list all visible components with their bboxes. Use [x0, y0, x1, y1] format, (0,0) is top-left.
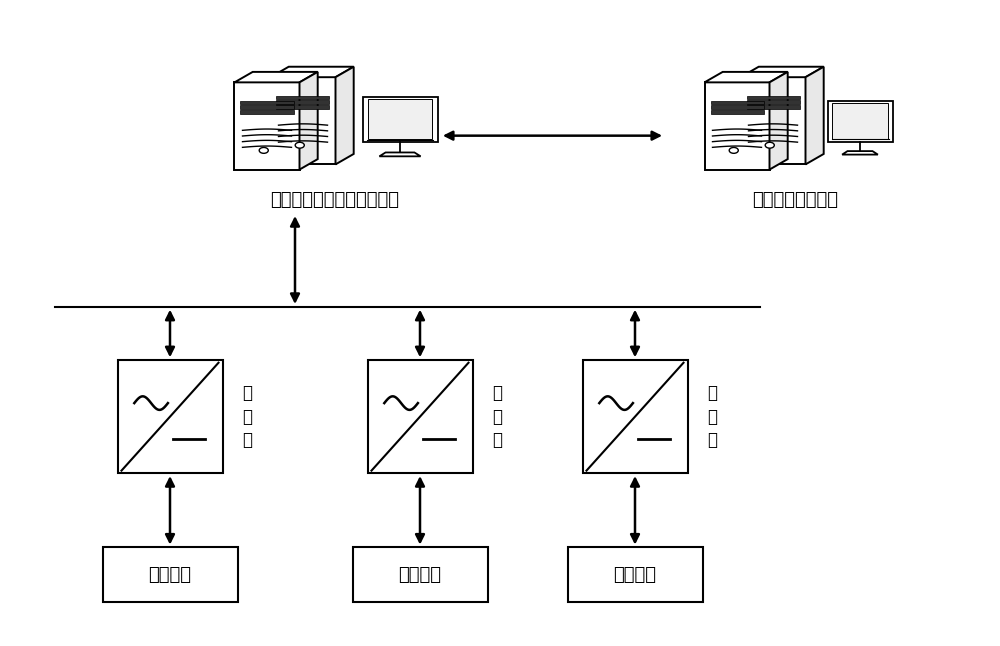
- Polygon shape: [234, 72, 318, 82]
- Bar: [103, 548, 238, 602]
- Bar: [276, 96, 329, 99]
- Text: 电动汽车: 电动汽车: [148, 566, 192, 584]
- Polygon shape: [842, 151, 878, 154]
- Polygon shape: [336, 67, 354, 165]
- Polygon shape: [270, 78, 336, 165]
- Polygon shape: [740, 67, 824, 78]
- Circle shape: [295, 142, 304, 148]
- Polygon shape: [740, 78, 806, 165]
- Circle shape: [259, 147, 268, 153]
- Bar: [710, 110, 764, 114]
- Bar: [368, 360, 473, 473]
- Bar: [240, 105, 294, 109]
- Polygon shape: [704, 72, 788, 82]
- Bar: [118, 360, 223, 473]
- Bar: [368, 99, 432, 140]
- Bar: [240, 110, 294, 114]
- Polygon shape: [300, 72, 318, 170]
- Bar: [240, 101, 294, 104]
- Bar: [828, 101, 893, 142]
- Text: 充
电
桩: 充 电 桩: [492, 384, 503, 449]
- Bar: [352, 548, 488, 602]
- Bar: [276, 105, 329, 109]
- Circle shape: [765, 142, 774, 148]
- Bar: [582, 360, 688, 473]
- Text: 区域电网调度系统: 区域电网调度系统: [752, 191, 838, 209]
- Bar: [746, 100, 800, 104]
- Circle shape: [729, 147, 738, 153]
- Text: 电动汽车: 电动汽车: [614, 566, 656, 584]
- Polygon shape: [270, 67, 354, 78]
- Bar: [746, 96, 800, 99]
- Polygon shape: [234, 82, 300, 170]
- Bar: [746, 105, 800, 109]
- Polygon shape: [806, 67, 824, 165]
- Bar: [568, 548, 702, 602]
- Text: 充
电
桩: 充 电 桩: [242, 384, 252, 449]
- Text: 电动汽车需求响应管理系统: 电动汽车需求响应管理系统: [270, 191, 399, 209]
- Bar: [276, 100, 329, 104]
- Polygon shape: [379, 152, 421, 156]
- Bar: [710, 105, 764, 109]
- Bar: [362, 97, 438, 142]
- Polygon shape: [704, 82, 770, 170]
- Bar: [710, 101, 764, 104]
- Bar: [832, 103, 888, 140]
- Polygon shape: [770, 72, 788, 170]
- Text: 电动汽车: 电动汽车: [398, 566, 442, 584]
- Text: 充
电
桩: 充 电 桩: [708, 384, 718, 449]
